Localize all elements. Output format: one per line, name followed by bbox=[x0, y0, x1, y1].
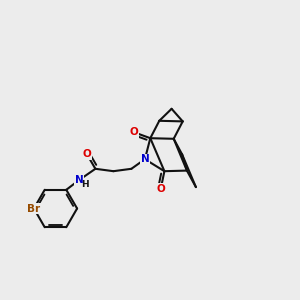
Text: O: O bbox=[156, 184, 165, 194]
Text: N: N bbox=[74, 175, 83, 185]
Text: O: O bbox=[82, 149, 91, 159]
Text: N: N bbox=[140, 154, 149, 164]
Text: Br: Br bbox=[27, 203, 40, 214]
Text: O: O bbox=[129, 127, 138, 137]
Text: H: H bbox=[81, 180, 89, 189]
